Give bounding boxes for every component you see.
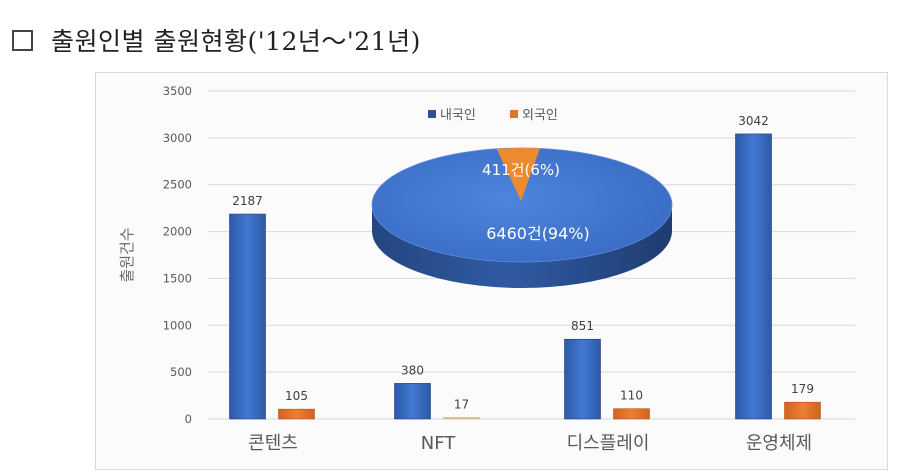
bar-value-label: 110 bbox=[620, 389, 643, 403]
bar-value-label: 3042 bbox=[738, 114, 769, 128]
legend-label: 내국인 bbox=[440, 108, 476, 123]
bar-value-label: 17 bbox=[454, 397, 469, 411]
title-text: 출원인별 출원현황('12년～'21년) bbox=[51, 27, 421, 56]
bar-domestic bbox=[229, 213, 266, 420]
bar-value-label: 105 bbox=[285, 389, 308, 403]
y-axis-label: 출원건수 bbox=[118, 227, 136, 282]
bars: 2187 105 380 17 851 110 3042 179 bbox=[229, 114, 821, 420]
page-title: 출원인별 출원현황('12년～'21년) bbox=[12, 22, 421, 58]
x-category-label: 운영체제 bbox=[746, 433, 812, 454]
bar-foreign bbox=[443, 417, 480, 420]
y-tick-label: 500 bbox=[170, 365, 192, 379]
y-tick-label: 3000 bbox=[163, 131, 192, 145]
pie-chart: 411건(6%) 6460건(94%) bbox=[371, 147, 673, 288]
x-category-label: 콘텐츠 bbox=[248, 433, 298, 454]
bar-foreign bbox=[784, 401, 821, 420]
bar-foreign bbox=[278, 408, 315, 420]
bar-domestic bbox=[564, 338, 601, 420]
bar-domestic bbox=[735, 133, 772, 420]
legend-label: 외국인 bbox=[522, 108, 558, 123]
legend-swatch bbox=[428, 110, 436, 118]
pie-label-domestic: 6460건(94%) bbox=[486, 224, 590, 243]
pie-side bbox=[372, 205, 672, 288]
y-tick-label: 2500 bbox=[163, 178, 192, 192]
x-category-label: NFT bbox=[421, 433, 457, 454]
bar-value-label: 380 bbox=[401, 363, 424, 377]
checkbox-bullet-icon bbox=[12, 30, 33, 51]
legend: 내국인 외국인 bbox=[428, 108, 558, 123]
pie-label-foreign: 411건(6%) bbox=[482, 161, 560, 179]
y-tick-label: 0 bbox=[185, 412, 192, 426]
y-tick-label: 1000 bbox=[163, 318, 192, 332]
bar-foreign bbox=[613, 408, 650, 420]
y-tick-label: 1500 bbox=[163, 271, 192, 285]
y-axis-ticks: 0 500 1000 1500 2000 2500 3000 3500 bbox=[163, 84, 192, 426]
legend-swatch bbox=[510, 110, 518, 118]
y-tick-label: 3500 bbox=[163, 84, 192, 98]
bar-domestic bbox=[394, 383, 431, 420]
bar-value-label: 2187 bbox=[232, 194, 263, 208]
pie-slice-foreign bbox=[496, 148, 540, 201]
bar-value-label: 179 bbox=[791, 382, 814, 396]
x-category-label: 디스플레이 bbox=[567, 433, 650, 454]
x-axis-labels: 콘텐츠 NFT 디스플레이 운영체제 bbox=[248, 433, 812, 454]
y-tick-label: 2000 bbox=[163, 225, 192, 239]
bar-value-label: 851 bbox=[571, 319, 594, 333]
